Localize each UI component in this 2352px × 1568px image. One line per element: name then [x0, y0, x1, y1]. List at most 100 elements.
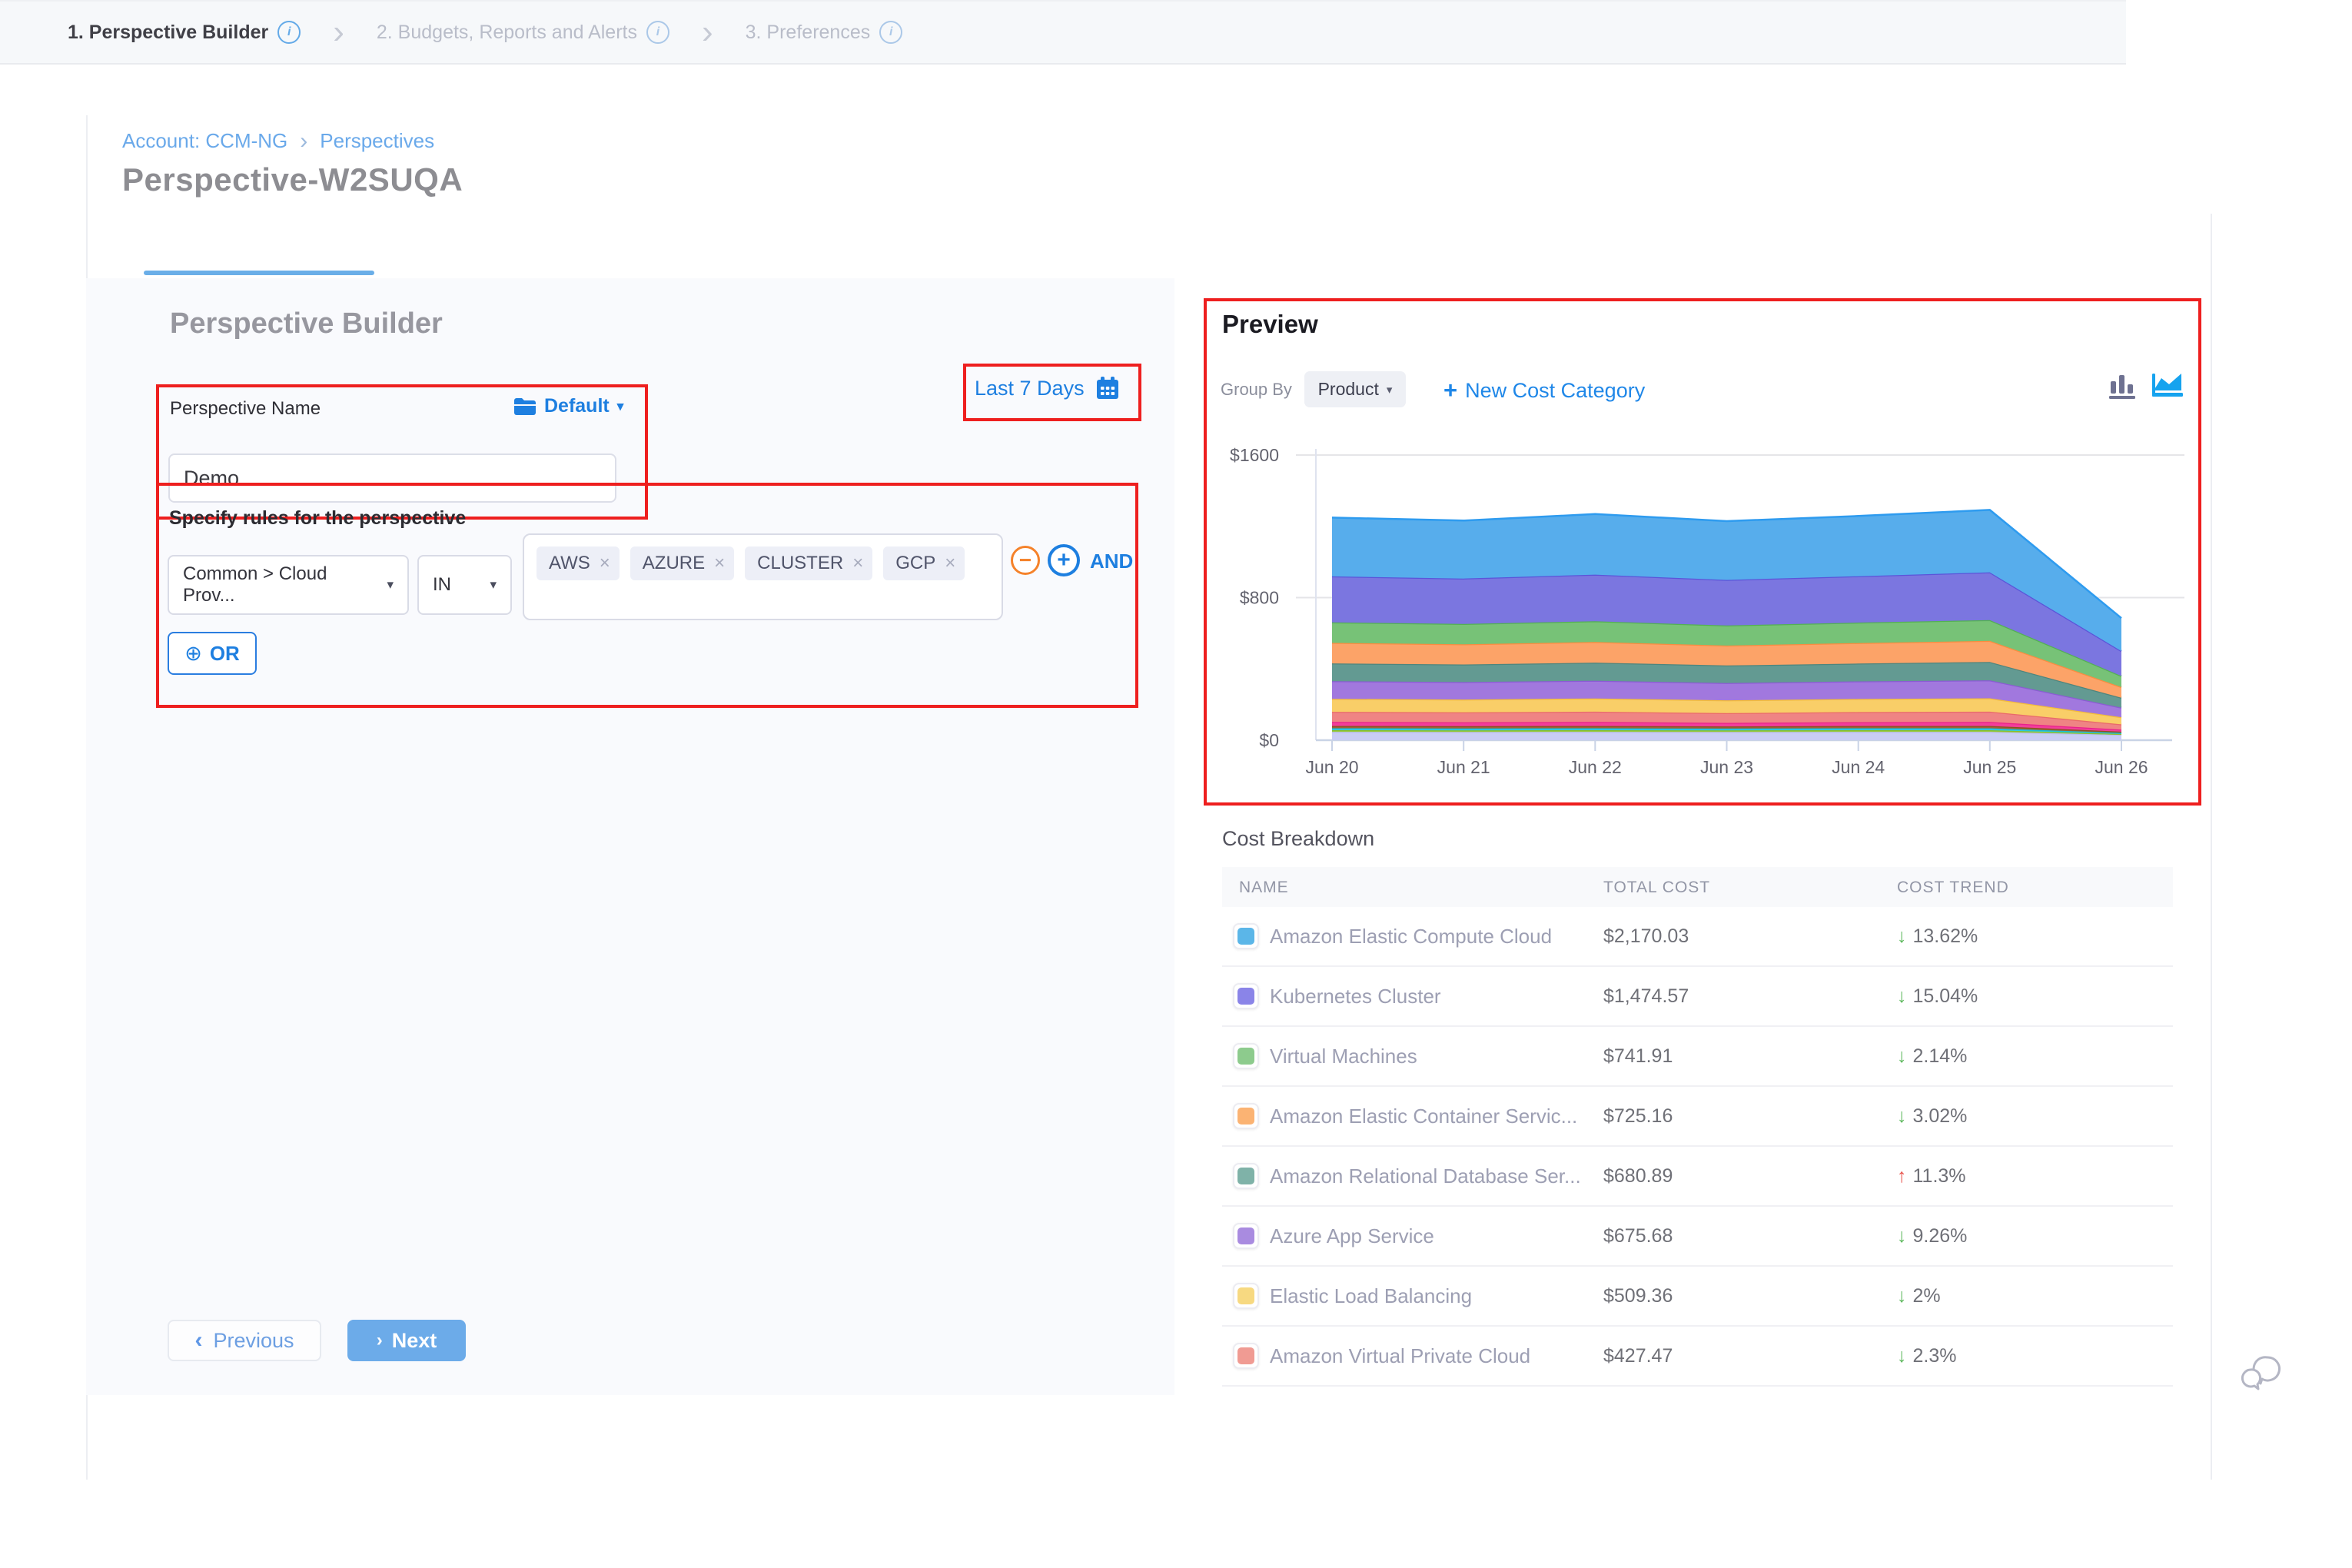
new-cost-category-button[interactable]: + New Cost Category	[1443, 377, 1645, 404]
content-right-border	[2211, 214, 2212, 1480]
tab-preferences[interactable]: 3. Preferences	[746, 21, 903, 44]
time-range-label: Last 7 Days	[975, 376, 1085, 400]
remove-tag-icon[interactable]: ×	[714, 553, 726, 573]
product-name-link[interactable]: Virtual Machines	[1270, 1045, 1417, 1068]
area-band-virtual-machines	[1332, 620, 2121, 687]
product-name-link[interactable]: Azure App Service	[1270, 1224, 1434, 1247]
table-row: Elastic Load Balancing $509.36 ↓ 2%	[1222, 1267, 2173, 1327]
previous-button[interactable]: ‹ Previous	[168, 1320, 321, 1361]
trend-up-arrow-icon: ↑	[1897, 1165, 1907, 1187]
breadcrumb-account-link[interactable]: Account: CCM-NG	[122, 129, 288, 152]
trend-down-arrow-icon: ↓	[1897, 1105, 1907, 1127]
tab-chevron-icon: ›	[701, 13, 713, 51]
total-cost-value: $427.47	[1603, 1345, 1673, 1367]
perspective-name-value: Demo	[184, 466, 240, 490]
group-by-value: Product	[1317, 379, 1379, 399]
total-cost-value: $680.89	[1603, 1165, 1673, 1187]
folder-icon	[514, 397, 536, 415]
chevron-left-icon: ‹	[194, 1327, 203, 1353]
series-color-swatch	[1233, 1103, 1259, 1129]
bar-chart-icon[interactable]	[2108, 370, 2137, 400]
group-by-select[interactable]: Product ▾	[1304, 371, 1406, 407]
total-cost-value: $509.36	[1603, 1285, 1673, 1307]
breadcrumb-perspectives-link[interactable]: Perspectives	[320, 129, 435, 152]
table-header-row: NAME TOTAL COST COST TREND	[1222, 867, 2173, 907]
tab-chevron-icon: ›	[333, 13, 344, 51]
rule-value-tag: CLUSTER ×	[745, 546, 873, 580]
trend-percent: 3.02%	[1912, 1105, 1968, 1127]
rule-values-input[interactable]: AWS × AZURE × CLUSTER × GCP ×	[523, 533, 1003, 620]
cost-trend-value: ↓ 9.26%	[1897, 1225, 1967, 1247]
y-axis-tick-label: $0	[1259, 730, 1279, 750]
x-axis-tick-label: Jun 21	[1437, 757, 1490, 777]
cost-breakdown-table: NAME TOTAL COST COST TREND Amazon Elasti…	[1222, 867, 2173, 1387]
area-band-outline	[1331, 509, 2122, 620]
trend-down-arrow-icon: ↓	[1897, 1045, 1907, 1067]
preview-title: Preview	[1222, 310, 1318, 338]
rule-value-tag: AWS ×	[537, 546, 620, 580]
add-rule-button[interactable]: +	[1048, 544, 1080, 576]
add-or-rule-button[interactable]: ⊕ OR	[168, 632, 257, 675]
next-button[interactable]: › Next	[347, 1320, 466, 1361]
x-axis-tick-label: Jun 26	[2095, 757, 2148, 777]
trend-down-arrow-icon: ↓	[1897, 1285, 1907, 1307]
cost-trend-value: ↓ 2.14%	[1897, 1045, 1967, 1068]
series-color-swatch	[1233, 983, 1259, 1009]
product-name-link[interactable]: Amazon Elastic Compute Cloud	[1270, 925, 1553, 948]
caret-down-icon: ▾	[490, 577, 497, 592]
folder-selector[interactable]: Default ▾	[513, 395, 623, 417]
series-color-swatch	[1233, 1283, 1259, 1309]
chat-bubbles-icon	[2241, 1356, 2281, 1390]
area-band-unlabeled-pink	[1332, 722, 2121, 732]
trend-down-arrow-icon: ↓	[1897, 1345, 1907, 1367]
tab-label: 3. Preferences	[745, 21, 871, 43]
product-name-link[interactable]: Amazon Relational Database Ser...	[1270, 1164, 1581, 1188]
x-axis-tick-label: Jun 25	[1963, 757, 2016, 777]
cost-trend-value: ↑ 11.3%	[1897, 1165, 1966, 1188]
remove-tag-icon[interactable]: ×	[599, 553, 610, 573]
tab-budgets-reports-alerts[interactable]: 2. Budgets, Reports and Alerts	[377, 21, 669, 44]
info-icon[interactable]	[879, 21, 903, 44]
trend-down-arrow-icon: ↓	[1897, 985, 1907, 1007]
perspective-name-input[interactable]: Demo	[168, 453, 616, 503]
circle-plus-icon: ⊕	[184, 641, 202, 665]
area-band-unlabeled-lavender	[1332, 732, 2121, 740]
table-row: Amazon Relational Database Ser... $680.89…	[1222, 1147, 2173, 1207]
support-chat-button[interactable]	[2238, 1353, 2283, 1400]
area-band-unlabeled-lime	[1332, 730, 2121, 735]
total-cost-value: $725.16	[1603, 1105, 1673, 1127]
tab-perspective-builder[interactable]: 1. Perspective Builder	[68, 21, 301, 44]
x-axis-tick-label: Jun 22	[1569, 757, 1622, 777]
series-color-swatch	[1233, 923, 1259, 949]
folder-selector-label: Default	[544, 395, 610, 417]
rule-value-tag: AZURE ×	[630, 546, 735, 580]
rule-operator-select[interactable]: IN ▾	[417, 555, 512, 615]
trend-percent: 9.26%	[1912, 1225, 1968, 1247]
y-axis-tick-label: $800	[1240, 588, 1279, 608]
tag-label: AWS	[549, 553, 590, 573]
breadcrumb-chevron-icon: ›	[300, 128, 308, 154]
remove-tag-icon[interactable]: ×	[945, 553, 956, 573]
table-row: Virtual Machines $741.91 ↓ 2.14%	[1222, 1027, 2173, 1087]
or-button-label: OR	[209, 641, 240, 665]
area-chart-icon[interactable]	[2151, 369, 2184, 400]
trend-percent: 2.14%	[1912, 1045, 1968, 1067]
group-by-label: Group By	[1221, 380, 1292, 399]
product-name-link[interactable]: Amazon Elastic Container Servic...	[1270, 1105, 1578, 1128]
product-name-link[interactable]: Amazon Virtual Private Cloud	[1270, 1344, 1531, 1367]
trend-down-arrow-icon: ↓	[1897, 925, 1907, 947]
rule-field-select[interactable]: Common > Cloud Prov... ▾	[168, 555, 409, 615]
time-range-selector[interactable]: Last 7 Days	[975, 376, 1120, 400]
product-name-link[interactable]: Kubernetes Cluster	[1270, 985, 1441, 1008]
trend-percent: 2%	[1912, 1285, 1941, 1307]
cost-trend-value: ↓ 13.62%	[1897, 925, 1978, 948]
info-icon[interactable]	[277, 21, 301, 44]
product-name-link[interactable]: Elastic Load Balancing	[1270, 1284, 1473, 1307]
chart-type-switcher	[2108, 369, 2184, 400]
remove-tag-icon[interactable]: ×	[852, 553, 864, 573]
total-cost-value: $675.68	[1603, 1225, 1673, 1247]
wizard-tab-bar: 1. Perspective Builder › 2. Budgets, Rep…	[0, 0, 2126, 65]
info-icon[interactable]	[646, 21, 669, 44]
next-button-label: Next	[391, 1328, 437, 1352]
remove-rule-button[interactable]: −	[1011, 546, 1040, 575]
